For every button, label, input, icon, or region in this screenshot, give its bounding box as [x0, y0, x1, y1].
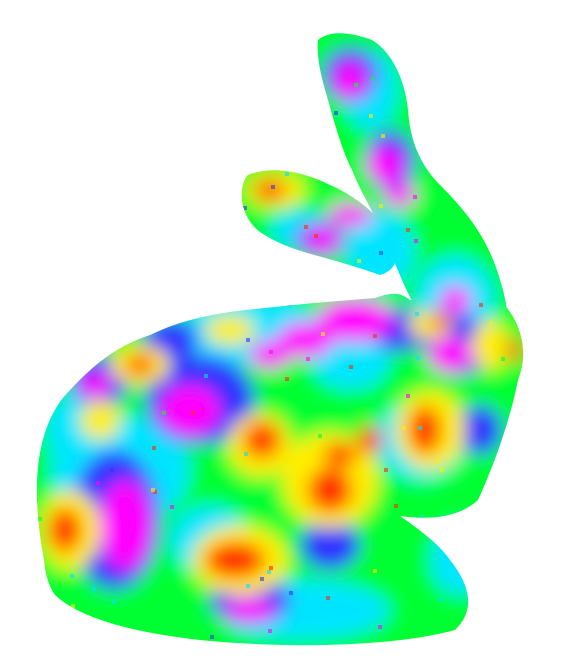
color-blob	[304, 228, 340, 252]
color-blob	[160, 385, 220, 435]
color-blob	[324, 443, 356, 467]
color-blob	[277, 322, 333, 358]
color-blob	[430, 312, 450, 328]
color-blob	[458, 405, 502, 455]
color-blob	[384, 183, 416, 207]
color-blob	[507, 338, 523, 362]
color-blob	[409, 406, 441, 454]
color-blob	[472, 320, 508, 370]
color-blob	[254, 180, 286, 200]
color-blob	[405, 185, 455, 235]
color-blob	[79, 373, 111, 397]
color-blob	[244, 422, 280, 458]
color-blob	[126, 355, 154, 375]
color-blob	[317, 298, 393, 342]
color-blob	[358, 426, 382, 454]
color-blob	[430, 525, 490, 595]
color-blob	[225, 598, 275, 622]
color-blob	[205, 542, 265, 578]
color-blob	[250, 341, 290, 369]
color-blob	[205, 315, 255, 345]
color-blob	[328, 203, 372, 227]
color-blob	[334, 62, 366, 98]
color-blob	[439, 286, 471, 314]
color-blob	[428, 337, 472, 373]
color-blob	[308, 468, 352, 512]
color-blob	[300, 520, 360, 570]
color-blob	[100, 480, 150, 570]
color-blob	[49, 508, 81, 552]
color-blob	[367, 147, 403, 183]
color-blob	[80, 400, 120, 440]
